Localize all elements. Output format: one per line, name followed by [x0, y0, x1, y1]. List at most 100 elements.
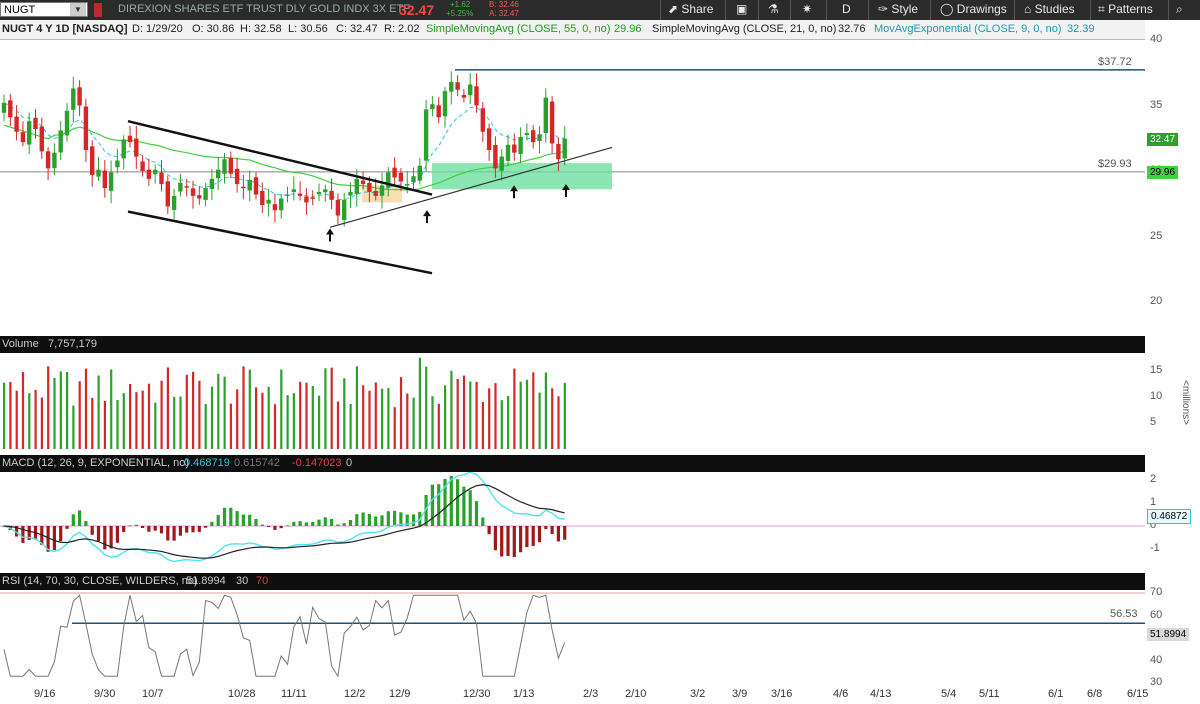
gear-icon[interactable]: ✷ — [802, 2, 813, 16]
candle-body — [272, 204, 278, 211]
search-icon[interactable]: ⌕ — [1176, 2, 1183, 16]
volume-bar — [255, 387, 258, 449]
candle-body — [329, 190, 334, 200]
macd-histogram-bar — [153, 526, 157, 531]
volume-bar — [47, 366, 50, 449]
toolbar-divider — [758, 0, 759, 20]
rsi-chart[interactable] — [0, 590, 1145, 686]
macd-axis-label: 2 — [1150, 473, 1157, 485]
snapshot-icon[interactable]: ▣ — [736, 2, 748, 16]
volume-bar — [519, 381, 522, 449]
symbol-input[interactable]: NUGT — [0, 2, 88, 17]
macd-histogram-bar — [399, 512, 403, 526]
volume-bar — [507, 396, 510, 449]
candle-body — [524, 133, 530, 136]
macd-histogram-bar — [323, 517, 327, 526]
price-chart[interactable] — [0, 40, 1145, 335]
volume-bar — [198, 380, 201, 449]
date-axis-label: 5/11 — [979, 688, 1000, 700]
flask-icon[interactable]: ⚗ — [768, 2, 779, 16]
price-axis-strip[interactable] — [1145, 20, 1200, 704]
date-axis-label: 11/11 — [281, 688, 307, 700]
candle-body — [342, 199, 347, 220]
style-button[interactable]: ✑ Style — [878, 2, 918, 16]
sma55-line — [3, 124, 565, 191]
volume-value: 7,757,179 — [48, 338, 97, 350]
flag-icon[interactable] — [94, 3, 102, 17]
volume-bar — [368, 390, 371, 449]
candle-body — [468, 84, 473, 96]
sma21-value: 32.76 — [838, 23, 866, 35]
macd-histogram-bar — [197, 526, 201, 532]
volume-bar — [72, 405, 75, 449]
macd-chart[interactable] — [0, 472, 1145, 570]
volume-bar — [481, 402, 484, 449]
rising-support-trendline — [329, 146, 613, 228]
candle-body — [373, 190, 378, 196]
volume-bar — [84, 368, 88, 449]
last-price: 32.47 — [399, 2, 435, 18]
macd-histogram-bar — [374, 516, 378, 526]
volume-bar — [217, 373, 220, 449]
volume-bar — [248, 369, 251, 449]
sma55-label[interactable]: SimpleMovingAvg (CLOSE, 55, 0, no) — [426, 23, 611, 35]
open-value: O: 30.86 — [192, 23, 235, 35]
symbol-dropdown-icon[interactable]: ▼ — [70, 3, 86, 16]
up-arrow-icon — [326, 228, 334, 242]
volume-bar — [236, 389, 239, 449]
volume-bar — [425, 366, 428, 449]
rsi-level-label: 56.53 — [1110, 608, 1138, 621]
candle-body — [134, 138, 139, 157]
macd-histogram-bar — [128, 525, 132, 527]
drawings-button[interactable]: ◯ Drawings — [940, 2, 1007, 16]
sma21-label[interactable]: SimpleMovingAvg (CLOSE, 21, 0, no) — [652, 23, 837, 35]
price-axis-label: 40 — [1150, 33, 1163, 45]
patterns-label: Patterns — [1108, 2, 1153, 16]
macd-histogram-bar — [210, 521, 214, 526]
candle-body — [197, 195, 202, 199]
macd-histogram-bar — [330, 518, 334, 526]
share-button[interactable]: ⬈ Share — [668, 2, 713, 16]
chart-info-bar: NUGT 4 Y 1D [NASDAQ] D: 1/29/20 O: 30.86… — [0, 20, 1145, 40]
patterns-button[interactable]: ⌗ Patterns — [1098, 2, 1153, 17]
studies-button[interactable]: ⌂ Studies — [1024, 2, 1075, 16]
candle-body — [537, 134, 542, 141]
toolbar-divider — [1014, 0, 1015, 20]
candle-body — [146, 169, 152, 179]
macd-histogram-bar — [191, 526, 195, 533]
volume-bar — [544, 372, 547, 449]
volume-bar — [242, 366, 245, 449]
volume-chart[interactable] — [0, 353, 1145, 452]
macd-histogram-bar — [216, 515, 220, 526]
macd-histogram-bar — [336, 524, 340, 526]
volume-unit-label: <millions> — [1180, 380, 1191, 426]
macd-histogram-bar — [285, 525, 290, 527]
aggregation-button[interactable]: D — [842, 2, 851, 16]
candle-body — [323, 189, 328, 193]
volume-bar — [412, 397, 415, 449]
ema9-label[interactable]: MovAvgExponential (CLOSE, 9, 0, no) — [874, 23, 1062, 35]
macd-histogram-bar — [71, 514, 75, 526]
volume-bar — [532, 372, 535, 449]
volume-bar — [66, 371, 69, 449]
share-label: Share — [681, 2, 714, 16]
candle-body — [234, 168, 240, 185]
macd-value-tag: 0.46872 — [1147, 509, 1192, 525]
candle-body — [543, 97, 548, 134]
volume-bar — [444, 385, 447, 449]
date-axis-label: 9/16 — [34, 688, 56, 700]
macd-histogram-bar — [506, 526, 510, 557]
ema9-line — [3, 102, 565, 200]
date-axis-label: 4/6 — [833, 688, 849, 700]
volume-bar — [349, 404, 352, 449]
ask-price: A: 32.47 — [489, 9, 519, 18]
candle-body — [77, 87, 82, 106]
volume-bar — [192, 371, 195, 449]
rsi-label: RSI (14, 70, 30, CLOSE, WILDERS, no) — [2, 575, 198, 587]
candle-body — [423, 109, 429, 161]
date-axis-label: 6/8 — [1087, 688, 1103, 700]
macd-axis-label: -1 — [1150, 542, 1160, 554]
macd-histogram-bar — [525, 526, 529, 548]
rsi-value-tag: 51.8994 — [1147, 627, 1190, 641]
candle-body — [316, 191, 322, 195]
